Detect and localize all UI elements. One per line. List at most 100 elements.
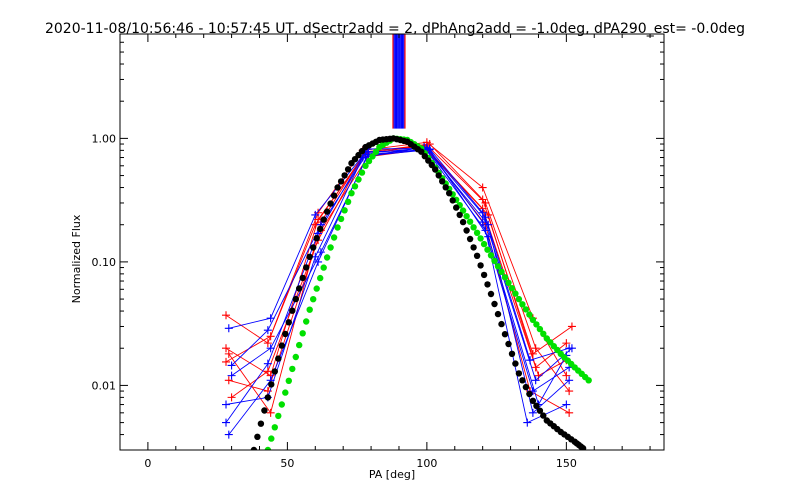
data-point [529, 397, 537, 404]
data-point [484, 281, 491, 288]
data-point [463, 213, 470, 220]
data-point [522, 383, 530, 391]
data-point [466, 235, 474, 243]
data-point [487, 290, 495, 298]
data-point [481, 213, 490, 222]
data-point [540, 412, 547, 419]
data-point [439, 178, 446, 185]
data-point [313, 285, 320, 292]
data-point [519, 377, 526, 384]
data-point [491, 257, 498, 264]
data-point [529, 316, 537, 323]
data-point [268, 381, 275, 388]
y-tick-label: 0.10 [92, 256, 117, 269]
data-point [275, 355, 282, 362]
data-point [505, 279, 512, 286]
data-point [306, 253, 313, 260]
data-point [536, 407, 544, 414]
data-point [435, 172, 442, 179]
data-point [432, 166, 439, 173]
series-line-obs-blue-2 [225, 149, 570, 423]
data-point [263, 359, 272, 368]
data-point [271, 424, 278, 431]
data-point [337, 215, 345, 223]
data-point [358, 169, 366, 176]
data-point [585, 377, 592, 384]
data-point [224, 376, 233, 385]
data-point [227, 393, 236, 402]
data-point [526, 311, 533, 318]
data-point [278, 401, 285, 408]
data-point [222, 344, 231, 353]
series-line-obs-blue-6 [231, 149, 567, 406]
data-point [484, 232, 493, 241]
data-point [418, 148, 425, 155]
data-point [317, 225, 324, 233]
data-point [250, 446, 258, 450]
data-point [313, 235, 320, 242]
data-point [222, 400, 231, 409]
data-point [528, 349, 537, 358]
data-point [478, 208, 487, 217]
data-point [344, 166, 352, 173]
data-point [512, 290, 519, 297]
data-point [523, 418, 532, 427]
data-point [275, 412, 282, 420]
data-point [478, 218, 487, 227]
data-point [449, 197, 456, 204]
y-axis-label: Normalized Flux [70, 214, 83, 303]
data-point [442, 184, 449, 191]
data-point [522, 306, 530, 313]
data-point [266, 344, 275, 353]
data-point [480, 240, 488, 248]
chart-title: 2020-11-08/10:56:46 - 10:57:45 UT, dSect… [45, 21, 745, 37]
data-point [263, 326, 272, 335]
data-point [271, 368, 278, 375]
data-point [533, 402, 540, 409]
data-point [289, 365, 296, 373]
data-point [296, 285, 303, 292]
data-point [254, 433, 261, 440]
series-line-obs-red-3 [228, 146, 567, 392]
data-point [501, 274, 509, 281]
data-point [478, 183, 487, 192]
data-point [531, 363, 540, 372]
data-point [227, 371, 236, 380]
data-point [292, 353, 299, 361]
x-tick-label: 150 [556, 457, 577, 470]
data-point [498, 268, 505, 275]
data-point [292, 295, 299, 303]
data-point [494, 263, 502, 270]
data-point [317, 274, 324, 282]
data-point [567, 322, 576, 331]
data-point [562, 400, 571, 409]
data-point [362, 162, 369, 169]
data-point [446, 190, 453, 197]
data-point [528, 408, 537, 417]
data-point [327, 244, 334, 251]
data-point [314, 257, 323, 266]
data-point [562, 339, 571, 348]
data-point [310, 296, 317, 303]
data-point [459, 207, 467, 214]
data-point [361, 152, 370, 161]
data-point [470, 224, 477, 231]
data-point [505, 340, 512, 348]
data-point [327, 200, 334, 207]
data-point [498, 320, 505, 328]
data-point [268, 435, 275, 442]
data-point [257, 420, 265, 427]
data-point [508, 285, 516, 292]
data-point [531, 344, 540, 353]
data-point [264, 394, 272, 401]
data-point [263, 367, 272, 376]
data-point [303, 318, 310, 325]
data-point [320, 264, 327, 271]
data-point [355, 176, 362, 183]
data-point [421, 153, 428, 160]
data-point [536, 325, 544, 333]
data-point [266, 332, 275, 341]
data-point [565, 387, 574, 396]
data-point [323, 208, 331, 215]
